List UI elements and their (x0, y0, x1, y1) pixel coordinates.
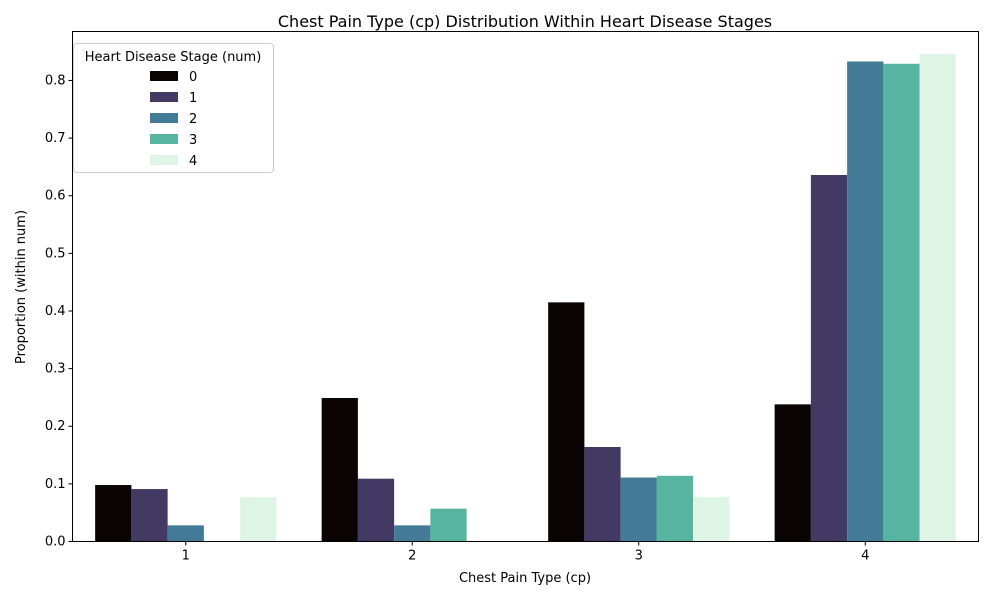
legend: Heart Disease Stage (num) 0 1 2 3 4 (73, 43, 274, 173)
y-tick-label: 0.1 (45, 477, 66, 492)
y-tick-label: 0.2 (45, 419, 66, 434)
y-tick-label: 0.7 (45, 131, 66, 146)
legend-swatch-stage4 (150, 155, 178, 165)
bar-cp3-stage1 (584, 446, 621, 542)
bar-cp2-stage0 (321, 398, 358, 542)
bar-cp2-stage1 (357, 478, 395, 542)
legend-swatch-stage1 (150, 92, 178, 102)
legend-swatch-stage3 (150, 134, 178, 144)
bar-cp1-stage1 (131, 489, 168, 542)
legend-label: 3 (189, 133, 197, 148)
bar-cp1-stage2 (167, 525, 204, 542)
legend-label: 4 (189, 154, 197, 169)
plot-frame (72, 31, 979, 542)
bar-cp3-stage2 (620, 477, 657, 542)
bar-cp4-stage1 (810, 174, 848, 542)
bar-cp3-stage0 (548, 302, 585, 542)
x-axis-label: Chest Pain Type (cp) (459, 571, 591, 586)
legend-label: 2 (189, 112, 197, 127)
y-axis-label: Proportion (within num) (14, 210, 29, 364)
bar-cp1-stage4 (240, 497, 277, 542)
x-tick-label: 2 (408, 549, 416, 564)
legend-title: Heart Disease Stage (num) (85, 50, 262, 65)
bar-cp1-stage0 (95, 485, 132, 542)
y-tick-label: 0.0 (45, 535, 66, 550)
legend-label: 1 (189, 91, 197, 106)
y-tick-label: 0.3 (45, 362, 66, 377)
y-tick-label: 0.4 (45, 304, 66, 319)
y-tick-label: 0.5 (45, 246, 66, 261)
bar-cp4-stage4 (919, 53, 956, 542)
bars-group (95, 53, 956, 542)
bar-cp4-stage2 (847, 61, 884, 542)
legend-swatch-stage0 (150, 71, 178, 81)
y-tick-label: 0.6 (45, 189, 66, 204)
legend-label: 0 (189, 70, 197, 85)
x-tick-label: 3 (635, 549, 643, 564)
y-axis: 0.0 0.1 0.2 0.3 0.4 0.5 0.6 0.7 0.8 (45, 73, 73, 550)
bar-cp4-stage0 (774, 404, 811, 542)
y-tick-label: 0.8 (45, 73, 66, 88)
bar-cp2-stage3 (430, 508, 467, 542)
legend-items: 0 1 2 3 4 (150, 70, 197, 169)
legend-swatch-stage2 (150, 113, 178, 123)
x-tick-label: 1 (182, 549, 190, 564)
x-axis: 1 2 3 4 (182, 541, 869, 564)
legend-box (73, 43, 274, 173)
bar-cp3-stage4 (693, 497, 730, 542)
bar-cp3-stage3 (656, 475, 694, 542)
bar-cp2-stage2 (394, 525, 431, 542)
x-tick-label: 4 (861, 549, 869, 564)
bar-cp4-stage3 (883, 63, 920, 542)
chart-title: Chest Pain Type (cp) Distribution Within… (278, 12, 772, 31)
